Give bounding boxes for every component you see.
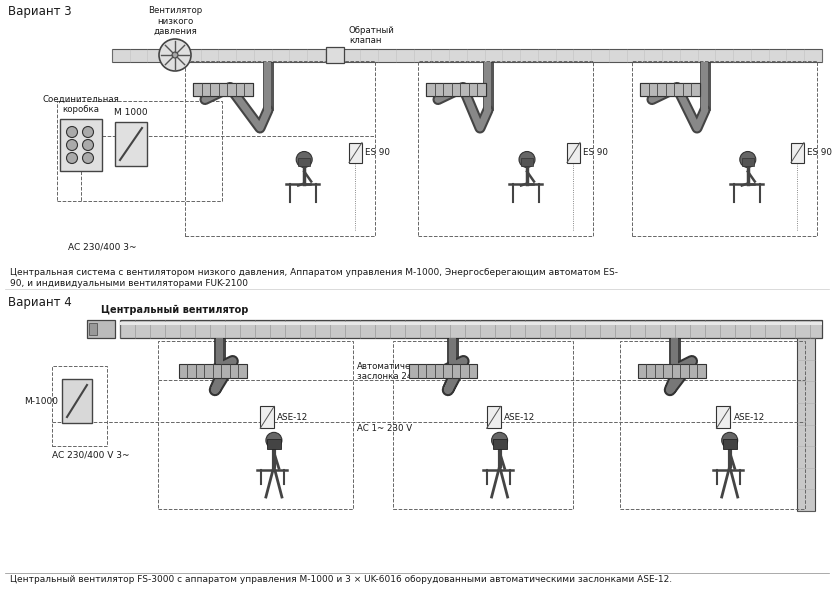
Bar xyxy=(450,338,456,378)
Bar xyxy=(299,157,310,165)
Text: AC 1~ 230 V: AC 1~ 230 V xyxy=(357,424,412,433)
Bar xyxy=(716,407,731,428)
Bar xyxy=(264,61,272,110)
Bar xyxy=(483,61,493,110)
Text: ES 90: ES 90 xyxy=(807,148,832,157)
Text: ASE-12: ASE-12 xyxy=(504,413,535,422)
Bar xyxy=(741,157,754,165)
Bar xyxy=(791,142,804,163)
Text: Центральный вентилятор: Центральный вентилятор xyxy=(101,305,249,315)
Circle shape xyxy=(67,139,78,151)
Text: Вентилятор
низкого
давления: Вентилятор низкого давления xyxy=(148,6,202,36)
Bar xyxy=(263,61,273,110)
Bar xyxy=(700,61,710,110)
Text: ASE-12: ASE-12 xyxy=(733,413,765,422)
Bar xyxy=(193,83,253,96)
Bar xyxy=(112,48,822,61)
Text: Автоматическая
заслонка 24 В: Автоматическая заслонка 24 В xyxy=(357,362,432,381)
Circle shape xyxy=(491,433,508,449)
Circle shape xyxy=(67,152,78,164)
Circle shape xyxy=(519,151,535,167)
Text: Обратный
клапан: Обратный клапан xyxy=(349,25,394,45)
Bar xyxy=(87,320,115,338)
Bar xyxy=(638,364,706,378)
Bar xyxy=(267,439,281,449)
Bar xyxy=(120,320,822,338)
Bar xyxy=(485,61,491,110)
FancyArrow shape xyxy=(426,83,486,96)
Bar xyxy=(89,323,97,335)
Bar xyxy=(349,142,362,163)
Bar xyxy=(701,61,709,110)
Text: ES 90: ES 90 xyxy=(583,148,608,157)
Text: Центральная система с вентилятором низкого давления, Аппаратом управления М-1000: Центральная система с вентилятором низко… xyxy=(10,268,618,277)
Circle shape xyxy=(67,126,78,138)
Bar xyxy=(62,379,92,423)
Bar xyxy=(260,407,274,428)
Bar xyxy=(632,61,817,236)
Text: Центральный вентилятор FS-3000 с аппаратом управления М-1000 и 3 × UK-6016 обору: Центральный вентилятор FS-3000 с аппарат… xyxy=(10,575,672,584)
Circle shape xyxy=(83,139,93,151)
Circle shape xyxy=(83,152,93,164)
Bar xyxy=(723,439,736,449)
Bar xyxy=(671,338,679,378)
Bar xyxy=(486,407,500,428)
Bar xyxy=(214,338,225,378)
Bar xyxy=(57,101,222,201)
Circle shape xyxy=(159,39,191,71)
Bar xyxy=(493,439,506,449)
Text: M 1000: M 1000 xyxy=(114,108,148,117)
Bar xyxy=(426,83,486,96)
Text: Соединительная
коробка: Соединительная коробка xyxy=(43,95,119,114)
Bar xyxy=(567,142,580,163)
Circle shape xyxy=(740,151,756,167)
Circle shape xyxy=(83,126,93,138)
Bar xyxy=(185,61,375,236)
Bar xyxy=(52,366,107,446)
Bar xyxy=(217,338,224,378)
Bar xyxy=(158,341,353,509)
Text: 90, и индивидуальными вентиляторами FUK-2100: 90, и индивидуальными вентиляторами FUK-… xyxy=(10,279,248,288)
Bar xyxy=(521,157,533,165)
Bar xyxy=(60,119,102,171)
FancyArrow shape xyxy=(640,83,700,96)
Bar xyxy=(409,364,477,378)
Bar xyxy=(670,338,681,378)
Bar xyxy=(620,341,805,509)
Bar xyxy=(797,338,815,511)
Text: ES 90: ES 90 xyxy=(365,148,390,157)
Circle shape xyxy=(266,433,282,449)
Text: Вариант 3: Вариант 3 xyxy=(8,5,72,18)
Text: Вариант 4: Вариант 4 xyxy=(8,296,72,309)
Bar xyxy=(120,322,822,325)
Text: M-1000: M-1000 xyxy=(24,397,58,405)
Bar xyxy=(640,83,700,96)
Bar xyxy=(326,47,344,63)
Text: AC 230/400 3~: AC 230/400 3~ xyxy=(68,243,137,252)
Text: AC 230/400 V 3~: AC 230/400 V 3~ xyxy=(52,451,129,460)
Text: ASE-12: ASE-12 xyxy=(277,413,309,422)
Circle shape xyxy=(296,151,312,167)
FancyArrow shape xyxy=(193,83,253,96)
Bar xyxy=(448,338,459,378)
Bar xyxy=(418,61,593,236)
Bar xyxy=(178,364,247,378)
Bar xyxy=(393,341,573,509)
Circle shape xyxy=(172,52,178,58)
Circle shape xyxy=(721,433,738,449)
Bar xyxy=(115,122,147,166)
